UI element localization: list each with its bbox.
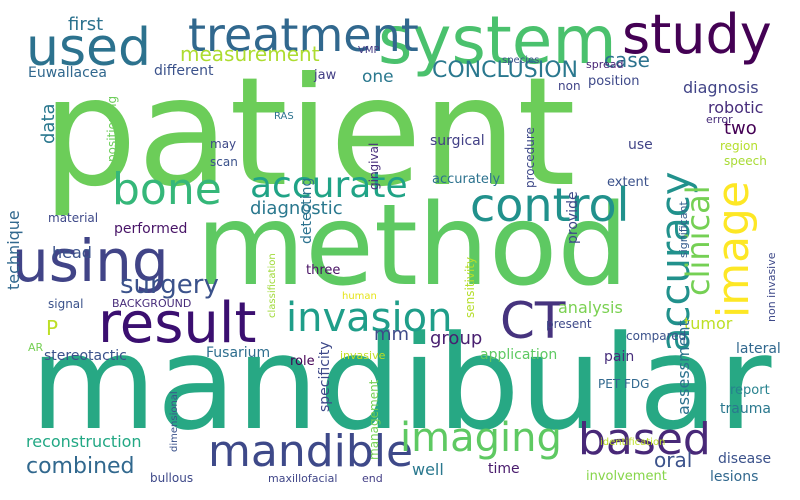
word-reconstruction: reconstruction <box>26 432 142 451</box>
word-group: group <box>430 328 483 349</box>
word-role: role <box>290 354 315 369</box>
word-invasive: invasive <box>340 349 386 362</box>
word-ar: AR <box>28 341 44 354</box>
word-system: system <box>378 2 617 79</box>
word-head: head <box>52 243 92 262</box>
word-bone: bone <box>112 164 222 215</box>
word-region: region <box>720 139 758 153</box>
word-fusarium: Fusarium <box>206 345 271 361</box>
word-end: end <box>362 472 383 485</box>
word-spread: spread <box>586 58 624 71</box>
word-involvement: involvement <box>586 469 667 484</box>
word-lateral: lateral <box>736 341 781 357</box>
word-used: used <box>26 18 152 78</box>
word-combined: combined <box>26 454 135 479</box>
word-first: first <box>68 14 104 35</box>
word-measurement: measurement <box>180 42 320 66</box>
word-non-invasive: non invasive <box>765 252 778 322</box>
word-mandible: mandible <box>208 426 414 477</box>
word-material: material <box>48 211 99 225</box>
word-detecting: detecting <box>299 177 315 244</box>
word-case: case <box>604 48 650 72</box>
word-error: error <box>706 113 733 126</box>
word-application: application <box>480 347 558 363</box>
word-species: species <box>502 55 540 66</box>
word-result: result <box>98 291 257 356</box>
word-scan: scan <box>210 155 238 169</box>
word-conclusion: CONCLUSION <box>432 58 578 83</box>
word-p: P <box>46 316 59 340</box>
word-extent: extent <box>607 175 649 190</box>
word-well: well <box>412 460 444 479</box>
word-three: three <box>306 263 341 278</box>
word-diagnosis: diagnosis <box>683 78 759 97</box>
word-surgical: surgical <box>430 133 485 149</box>
word-identification: identification <box>600 437 666 448</box>
word-positioning: positioning <box>105 95 119 162</box>
word-mandibular: mandibular <box>30 307 772 459</box>
word-classification: classification <box>267 253 278 318</box>
word-human: human <box>342 291 377 302</box>
word-patient: patient <box>42 46 576 220</box>
word-dimensional: dimensional <box>169 391 180 452</box>
word-performed: performed <box>114 221 188 237</box>
word-one: one <box>362 67 394 87</box>
word-background: BACKGROUND <box>112 297 192 310</box>
word-data: data <box>38 103 59 144</box>
word-non: non <box>558 79 581 93</box>
word-surgery: surgery <box>120 270 219 300</box>
word-jaw: jaw <box>314 68 337 83</box>
word-signal: signal <box>48 297 84 311</box>
word-accurately: accurately <box>432 172 501 187</box>
word-time: time <box>488 461 520 477</box>
word-imaging: imaging <box>400 415 562 461</box>
word-method: method <box>196 181 629 311</box>
word-diagnostic: diagnostic <box>250 198 343 219</box>
word-sensitivity: sensitivity <box>463 256 477 318</box>
word-stereotactic: stereotactic <box>44 348 127 364</box>
word-using: using <box>12 227 169 295</box>
word-pain: pain <box>604 349 635 365</box>
word-different: different <box>154 63 214 79</box>
word-invasion: invasion <box>286 295 453 341</box>
word-provide: provide <box>565 191 581 244</box>
word-ct: CT <box>500 292 566 350</box>
word-significant: significant <box>677 201 690 258</box>
word-two: two <box>724 118 757 139</box>
word-control: control <box>470 178 630 232</box>
word-tumor: tumor <box>684 314 733 333</box>
word-speech: speech <box>724 154 767 168</box>
word-compared: compared <box>626 329 687 343</box>
word-gingival: gingival <box>367 142 381 190</box>
word-trauma: trauma <box>720 401 771 417</box>
word-oral: oral <box>654 448 693 472</box>
word-present: present <box>546 317 592 331</box>
word-position: position <box>588 74 640 89</box>
word-accurate: accurate <box>250 165 408 206</box>
word-analysis: analysis <box>558 298 623 317</box>
word-management: management <box>367 379 381 460</box>
word-disease: disease <box>718 451 772 467</box>
word-may: may <box>210 137 237 151</box>
word-technique: technique <box>4 210 23 290</box>
word-pet-fdg: PET FDG <box>598 377 650 391</box>
word-bullous: bullous <box>150 471 194 485</box>
word-vmp: VMP <box>358 45 380 56</box>
word-lesions: lesions <box>710 469 759 485</box>
word-mm: mm <box>374 324 410 345</box>
word-use: use <box>628 137 653 153</box>
word-maxillofacial: maxillofacial <box>268 472 338 485</box>
word-specificity: specificity <box>317 341 333 412</box>
word-euwallacea: Euwallacea <box>28 65 107 81</box>
word-procedure: procedure <box>523 127 537 188</box>
word-ras: RAS <box>274 111 294 122</box>
word-robotic: robotic <box>708 98 764 117</box>
word-treatment: treatment <box>188 8 419 62</box>
word-based: based <box>578 414 711 465</box>
word-report: report <box>730 383 770 398</box>
word-image: image <box>708 180 759 318</box>
word-study: study <box>622 3 772 66</box>
